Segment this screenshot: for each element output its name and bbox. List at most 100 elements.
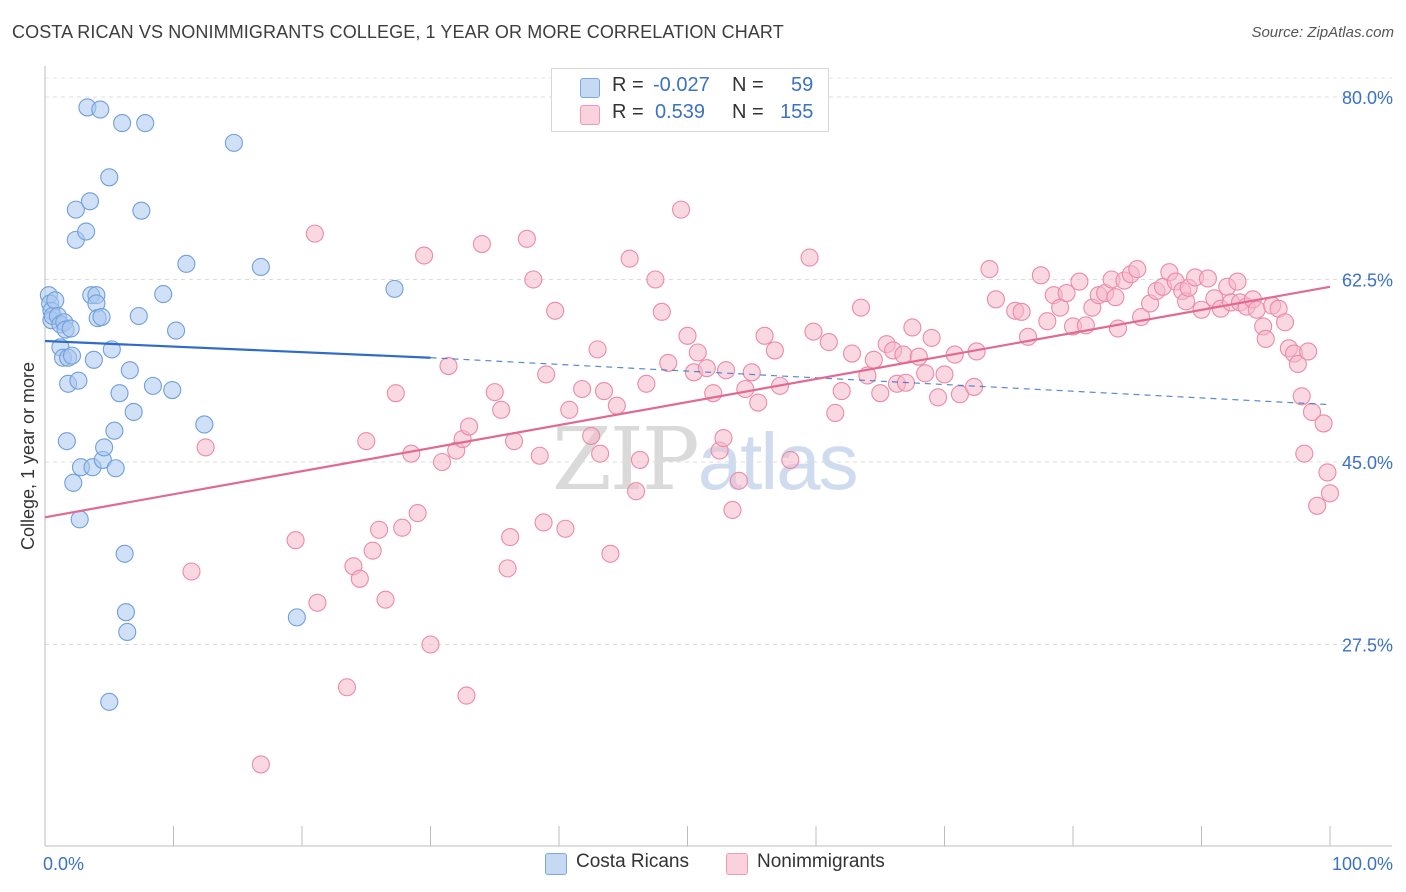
nonimmigrant-point	[607, 396, 626, 415]
nonimmigrant-point	[864, 350, 883, 369]
gridlines	[45, 77, 1392, 645]
costa-rican-point	[113, 114, 132, 133]
nonimmigrant-point	[980, 260, 999, 279]
legend-row-costa-ricans: R = -0.027 N = 59	[552, 74, 828, 100]
costa-rican-point	[105, 421, 124, 440]
nonimmigrant-point	[534, 513, 553, 532]
legend-n-label: N =	[732, 101, 764, 123]
nonimmigrant-point	[251, 755, 270, 774]
axes	[44, 66, 1392, 847]
costa-ricans-trend-line	[44, 339, 431, 359]
nonimmigrant-point	[1299, 342, 1318, 361]
costa-rican-point	[129, 306, 148, 326]
chart-title: COSTA RICAN VS NONIMMIGRANTS COLLEGE, 1 …	[12, 22, 784, 42]
nonimmigrant-point	[459, 417, 479, 436]
costa-rican-point	[124, 402, 143, 421]
nonimmigrant-point	[1275, 313, 1295, 332]
nonimmigrant-point	[1292, 387, 1311, 406]
nonimmigrant-point	[1295, 444, 1314, 463]
trend-lines	[44, 285, 1331, 519]
nonimmigrant-point	[688, 343, 707, 362]
costa-rican-point	[116, 603, 136, 622]
nonimmigrant-point	[1012, 302, 1031, 321]
nonimmigrant-point	[433, 452, 452, 472]
x-tick-label-min: 0.0%	[43, 854, 84, 874]
costa-rican-point	[132, 201, 151, 220]
y-tick-label: 62.5%	[1342, 271, 1393, 291]
nonimmigrant-point	[800, 248, 819, 267]
nonimmigrant-point	[672, 200, 691, 219]
costa-rican-point	[224, 133, 243, 152]
y-tick-label: 27.5%	[1342, 636, 1393, 656]
nonimmigrant-point	[393, 518, 412, 537]
nonimmigrant-point	[929, 388, 948, 407]
nonimmigrant-point	[922, 328, 941, 347]
nonimmigrant-point	[492, 400, 511, 419]
costa-rican-point	[80, 192, 100, 211]
costa-rican-point	[106, 459, 125, 478]
nonimmigrant-point	[415, 246, 434, 265]
nonimmigrant-point	[1314, 414, 1333, 433]
nonimmigrant-point	[1320, 484, 1340, 503]
costa-rican-point	[120, 361, 139, 380]
costa-rican-point	[195, 415, 214, 434]
costa-rican-point	[70, 510, 89, 529]
nonimmigrant-point	[832, 382, 851, 401]
costa-rican-point	[154, 285, 173, 304]
nonimmigrant-point	[546, 301, 565, 320]
nonimmigrant-point	[560, 400, 579, 419]
nonimmigrant-point	[804, 322, 823, 341]
costa-rican-point	[92, 307, 111, 327]
nonimmigrant-point	[408, 504, 427, 523]
nonimmigrant-point	[1038, 312, 1057, 331]
nonimmigrant-point	[350, 569, 369, 588]
nonimmigrant-point	[871, 384, 890, 403]
nonimmigrants-label: Nonimmigrants	[757, 851, 885, 872]
data-points	[39, 98, 1340, 774]
legend-r-value: -0.027	[653, 74, 710, 96]
nonimmigrant-point	[1247, 300, 1266, 319]
nonimmigrant-point	[1108, 319, 1128, 338]
legend-n-value: 59	[791, 74, 814, 96]
costa-rican-point	[287, 608, 306, 627]
nonimmigrant-point	[1228, 272, 1247, 291]
nonimmigrant-point	[765, 341, 784, 360]
nonimmigrant-point	[1198, 269, 1217, 288]
costa-rican-point	[62, 346, 82, 365]
costa-rican-point	[69, 371, 88, 390]
legend-row-nonimmigrants: R = 0.539 N = 155	[552, 101, 828, 127]
nonimmigrant-point	[573, 379, 592, 399]
nonimmigrant-point	[826, 403, 845, 423]
costa-rican-point	[61, 319, 80, 338]
nonimmigrant-point	[305, 224, 324, 243]
nonimmigrant-point	[588, 340, 607, 359]
nonimmigrant-point	[620, 249, 639, 268]
nonimmigrant-point	[894, 345, 913, 364]
nonimmigrants-swatch	[726, 853, 748, 875]
costa-ricans-swatch	[545, 853, 567, 875]
nonimmigrant-point	[729, 471, 748, 490]
nonimmigrant-point	[842, 344, 862, 363]
nonimmigrant-point	[594, 382, 614, 401]
costa-rican-point	[177, 254, 196, 273]
nonimmigrant-point	[637, 374, 656, 393]
legend-r-label: R =	[612, 74, 644, 96]
nonimmigrant-point	[308, 593, 327, 612]
costa-rican-point	[143, 376, 162, 395]
nonimmigrant-point	[781, 450, 800, 469]
nonimmigrant-point	[530, 446, 549, 465]
nonimmigrant-point	[659, 353, 678, 372]
nonimmigrant-point	[591, 444, 610, 463]
nonimmigrant-point	[182, 562, 201, 581]
nonimmigrant-point	[337, 678, 357, 697]
costa-rican-point	[57, 432, 76, 451]
nonimmigrant-point	[851, 298, 871, 317]
costa-rican-point	[100, 692, 119, 711]
costa-rican-point	[118, 622, 137, 642]
nonimmigrant-point	[286, 531, 305, 550]
nonimmigrant-point	[439, 357, 458, 376]
nonimmigrant-point	[386, 384, 405, 403]
costa-rican-point	[95, 438, 114, 457]
nonimmigrant-point	[582, 426, 601, 445]
